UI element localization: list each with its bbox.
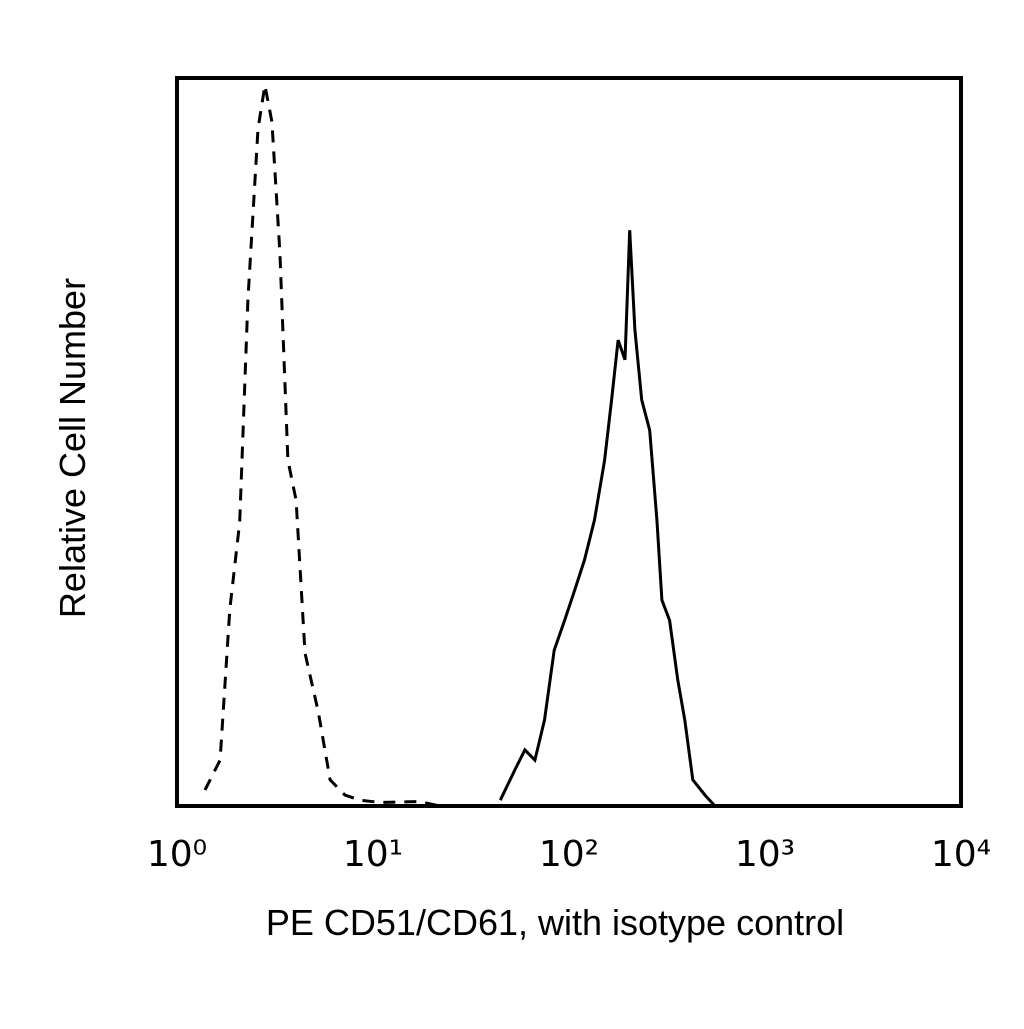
solid-histogram: [498, 230, 717, 808]
y-axis-label: Relative Cell Number: [52, 278, 93, 618]
x-tick-label: 10³: [735, 834, 795, 875]
x-axis-label: PE CD51/CD61, with isotype control: [266, 902, 844, 943]
x-tick-label: 10⁰: [147, 834, 207, 875]
x-tick-label: 10¹: [343, 834, 403, 875]
x-tick-label: 10⁴: [931, 834, 991, 875]
plot-frame: [175, 76, 963, 808]
x-tick-label: 10²: [539, 834, 599, 875]
dashed-histogram: [203, 85, 441, 808]
